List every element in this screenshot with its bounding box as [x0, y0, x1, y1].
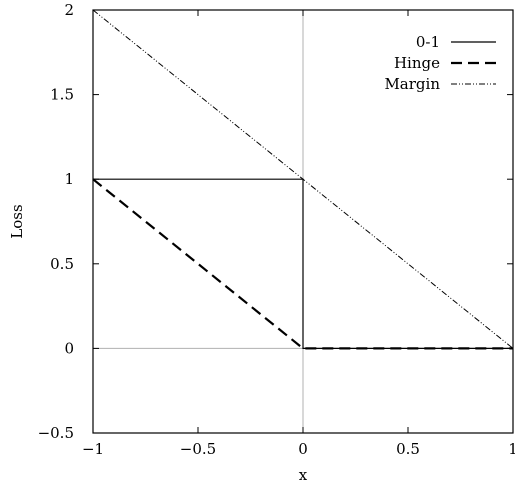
y-tick-label: 2 [64, 1, 74, 19]
series-line-hinge [92, 178, 513, 350]
y-axis-label: Loss [8, 204, 26, 238]
y-tick-label: −0.5 [38, 424, 74, 442]
x-axis-label: x [299, 466, 308, 484]
y-tick-label: 1.5 [50, 86, 74, 104]
y-tick-label: 1 [64, 170, 74, 188]
legend: 0-1 Hinge Margin [384, 33, 496, 93]
legend-label: Margin [384, 75, 440, 93]
axis-ticks: −1 −0.5 0 0.5 1 −0.5 0 0.5 1 1.5 2 [38, 1, 515, 458]
series-line-margin [92, 9, 514, 349]
series-layer [92, 9, 514, 350]
x-tick-label: 1 [508, 440, 515, 458]
legend-label: Hinge [394, 54, 440, 72]
y-tick-label: 0.5 [50, 255, 74, 273]
series-line-0-1 [93, 178, 513, 349]
x-tick-label: 0.5 [396, 440, 420, 458]
x-tick-label: −1 [82, 440, 104, 458]
x-tick-label: −0.5 [180, 440, 216, 458]
legend-label: 0-1 [416, 33, 440, 51]
y-tick-label: 0 [64, 339, 74, 357]
x-tick-label: 0 [298, 440, 308, 458]
